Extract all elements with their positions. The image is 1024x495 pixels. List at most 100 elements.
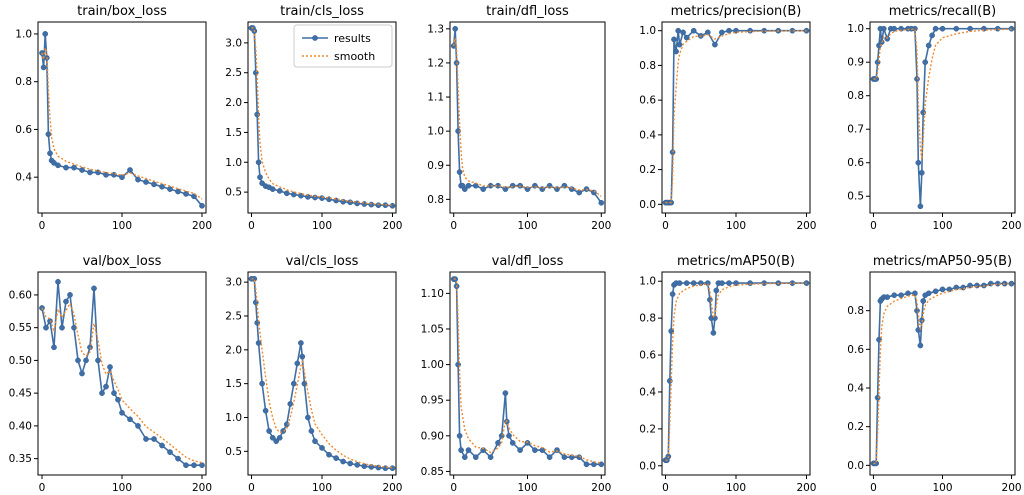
y-tick-label: 0.2 [639, 164, 656, 176]
results-point [83, 357, 89, 364]
results-point [199, 462, 205, 469]
results-point [143, 436, 149, 442]
results-point [683, 34, 690, 41]
results-point [517, 447, 523, 453]
results-point [506, 432, 512, 439]
y-tick-label: 0.95 [421, 395, 444, 407]
results-series-line [665, 29, 807, 204]
chart-panel: metrics/precision(B) 0 100 200 0.0 0.2 0.4 0.6 0… [639, 4, 816, 232]
results-point [262, 407, 269, 414]
results-point [51, 344, 57, 351]
x-tick-label: 0 [870, 482, 877, 494]
y-tick-label: 0.8 [15, 76, 32, 88]
chart-title: metrics/mAP50(B) [677, 254, 795, 269]
results-point [319, 445, 325, 451]
results-point [676, 41, 683, 48]
y-tick-label: 0.6 [639, 350, 656, 362]
results-point [71, 164, 77, 171]
chart-title: train/dfl_loss [486, 4, 569, 19]
results-point [666, 378, 673, 384]
results-point [103, 171, 109, 178]
y-tick-label: 1.2 [427, 57, 444, 69]
results-point [59, 324, 65, 331]
results-point [175, 455, 181, 462]
results-point [107, 364, 113, 370]
results-point [472, 182, 479, 189]
chart-panel: metrics/mAP50(B) 0 100 200 0.0 0.2 0.4 0.6 0.8 1.… [639, 254, 816, 494]
y-tick-label: 1.3 [427, 23, 444, 35]
plot-frame [869, 21, 1016, 214]
smooth-series-line [873, 28, 1012, 160]
results-point [554, 447, 560, 453]
results-point [960, 284, 967, 291]
results-point [308, 428, 315, 434]
y-tick-label: 1.0 [427, 126, 444, 138]
results-point [690, 280, 697, 286]
results-point [127, 167, 133, 173]
y-tick-label: 1.5 [225, 127, 242, 139]
results-point [880, 25, 887, 32]
chart-title: train/cls_loss [280, 4, 364, 19]
x-tick-label: 200 [1002, 482, 1022, 494]
results-point [259, 380, 265, 387]
x-tick-label: 0 [248, 482, 255, 494]
results-point [299, 353, 306, 360]
results-point [91, 285, 97, 292]
x-tick-label: 200 [192, 482, 212, 494]
y-tick-label: 1.0 [225, 157, 242, 169]
results-point [713, 287, 720, 294]
chart-title: metrics/recall(B) [889, 4, 996, 19]
results-point [326, 451, 332, 458]
results-point [287, 401, 294, 407]
results-point [269, 434, 276, 441]
results-point [472, 454, 479, 461]
results-point [47, 150, 53, 157]
results-point [368, 464, 375, 470]
y-tick-label: 0.9 [427, 160, 444, 172]
results-point [669, 291, 676, 297]
results-point [283, 190, 290, 197]
results-point [290, 380, 297, 387]
results-point [673, 48, 679, 55]
smooth-series-line [453, 38, 602, 197]
results-point [368, 201, 375, 208]
y-tick-label: 0.6 [639, 95, 656, 107]
results-point [312, 194, 318, 201]
results-point [509, 182, 516, 189]
results-point [312, 438, 318, 445]
results-point [925, 42, 932, 49]
results-point [452, 25, 459, 32]
chart-panel: val/box_loss 0 100 200 0.35 0.40 0.45 0.50 0.55 0… [9, 254, 212, 494]
chart-panel: train/box_loss 0 100 200 0.4 0.6 0.8 1.0 [15, 4, 212, 232]
x-tick-label: 0 [248, 220, 255, 232]
results-point [914, 307, 920, 314]
results-point [465, 182, 472, 189]
results-point [79, 370, 85, 377]
results-point [502, 390, 509, 396]
y-tick-label: 2.5 [225, 310, 242, 322]
results-point [939, 25, 946, 32]
results-point [697, 280, 704, 286]
results-point [191, 462, 197, 469]
x-tick-label: 0 [39, 220, 46, 232]
x-tick-label: 200 [591, 482, 611, 494]
results-point [276, 188, 283, 194]
results-point [75, 357, 81, 364]
results-point [884, 294, 891, 300]
y-tick-label: 0.8 [847, 305, 864, 317]
chart-panel: metrics/mAP50-95(B) 0 100 200 0.0 0.2 0.4 0.6 0.… [847, 254, 1021, 494]
results-point [159, 442, 165, 449]
results-point [119, 409, 125, 416]
y-tick-label: 0.55 [9, 322, 32, 334]
y-tick-label: 0.8 [427, 194, 444, 206]
results-point [583, 461, 590, 468]
results-point [920, 298, 927, 304]
results-series-line [251, 27, 393, 207]
results-point [598, 199, 605, 206]
results-point [333, 455, 339, 461]
results-point [929, 32, 935, 39]
results-point [63, 298, 69, 305]
y-tick-label: 0.4 [639, 129, 656, 141]
results-point [119, 174, 125, 181]
